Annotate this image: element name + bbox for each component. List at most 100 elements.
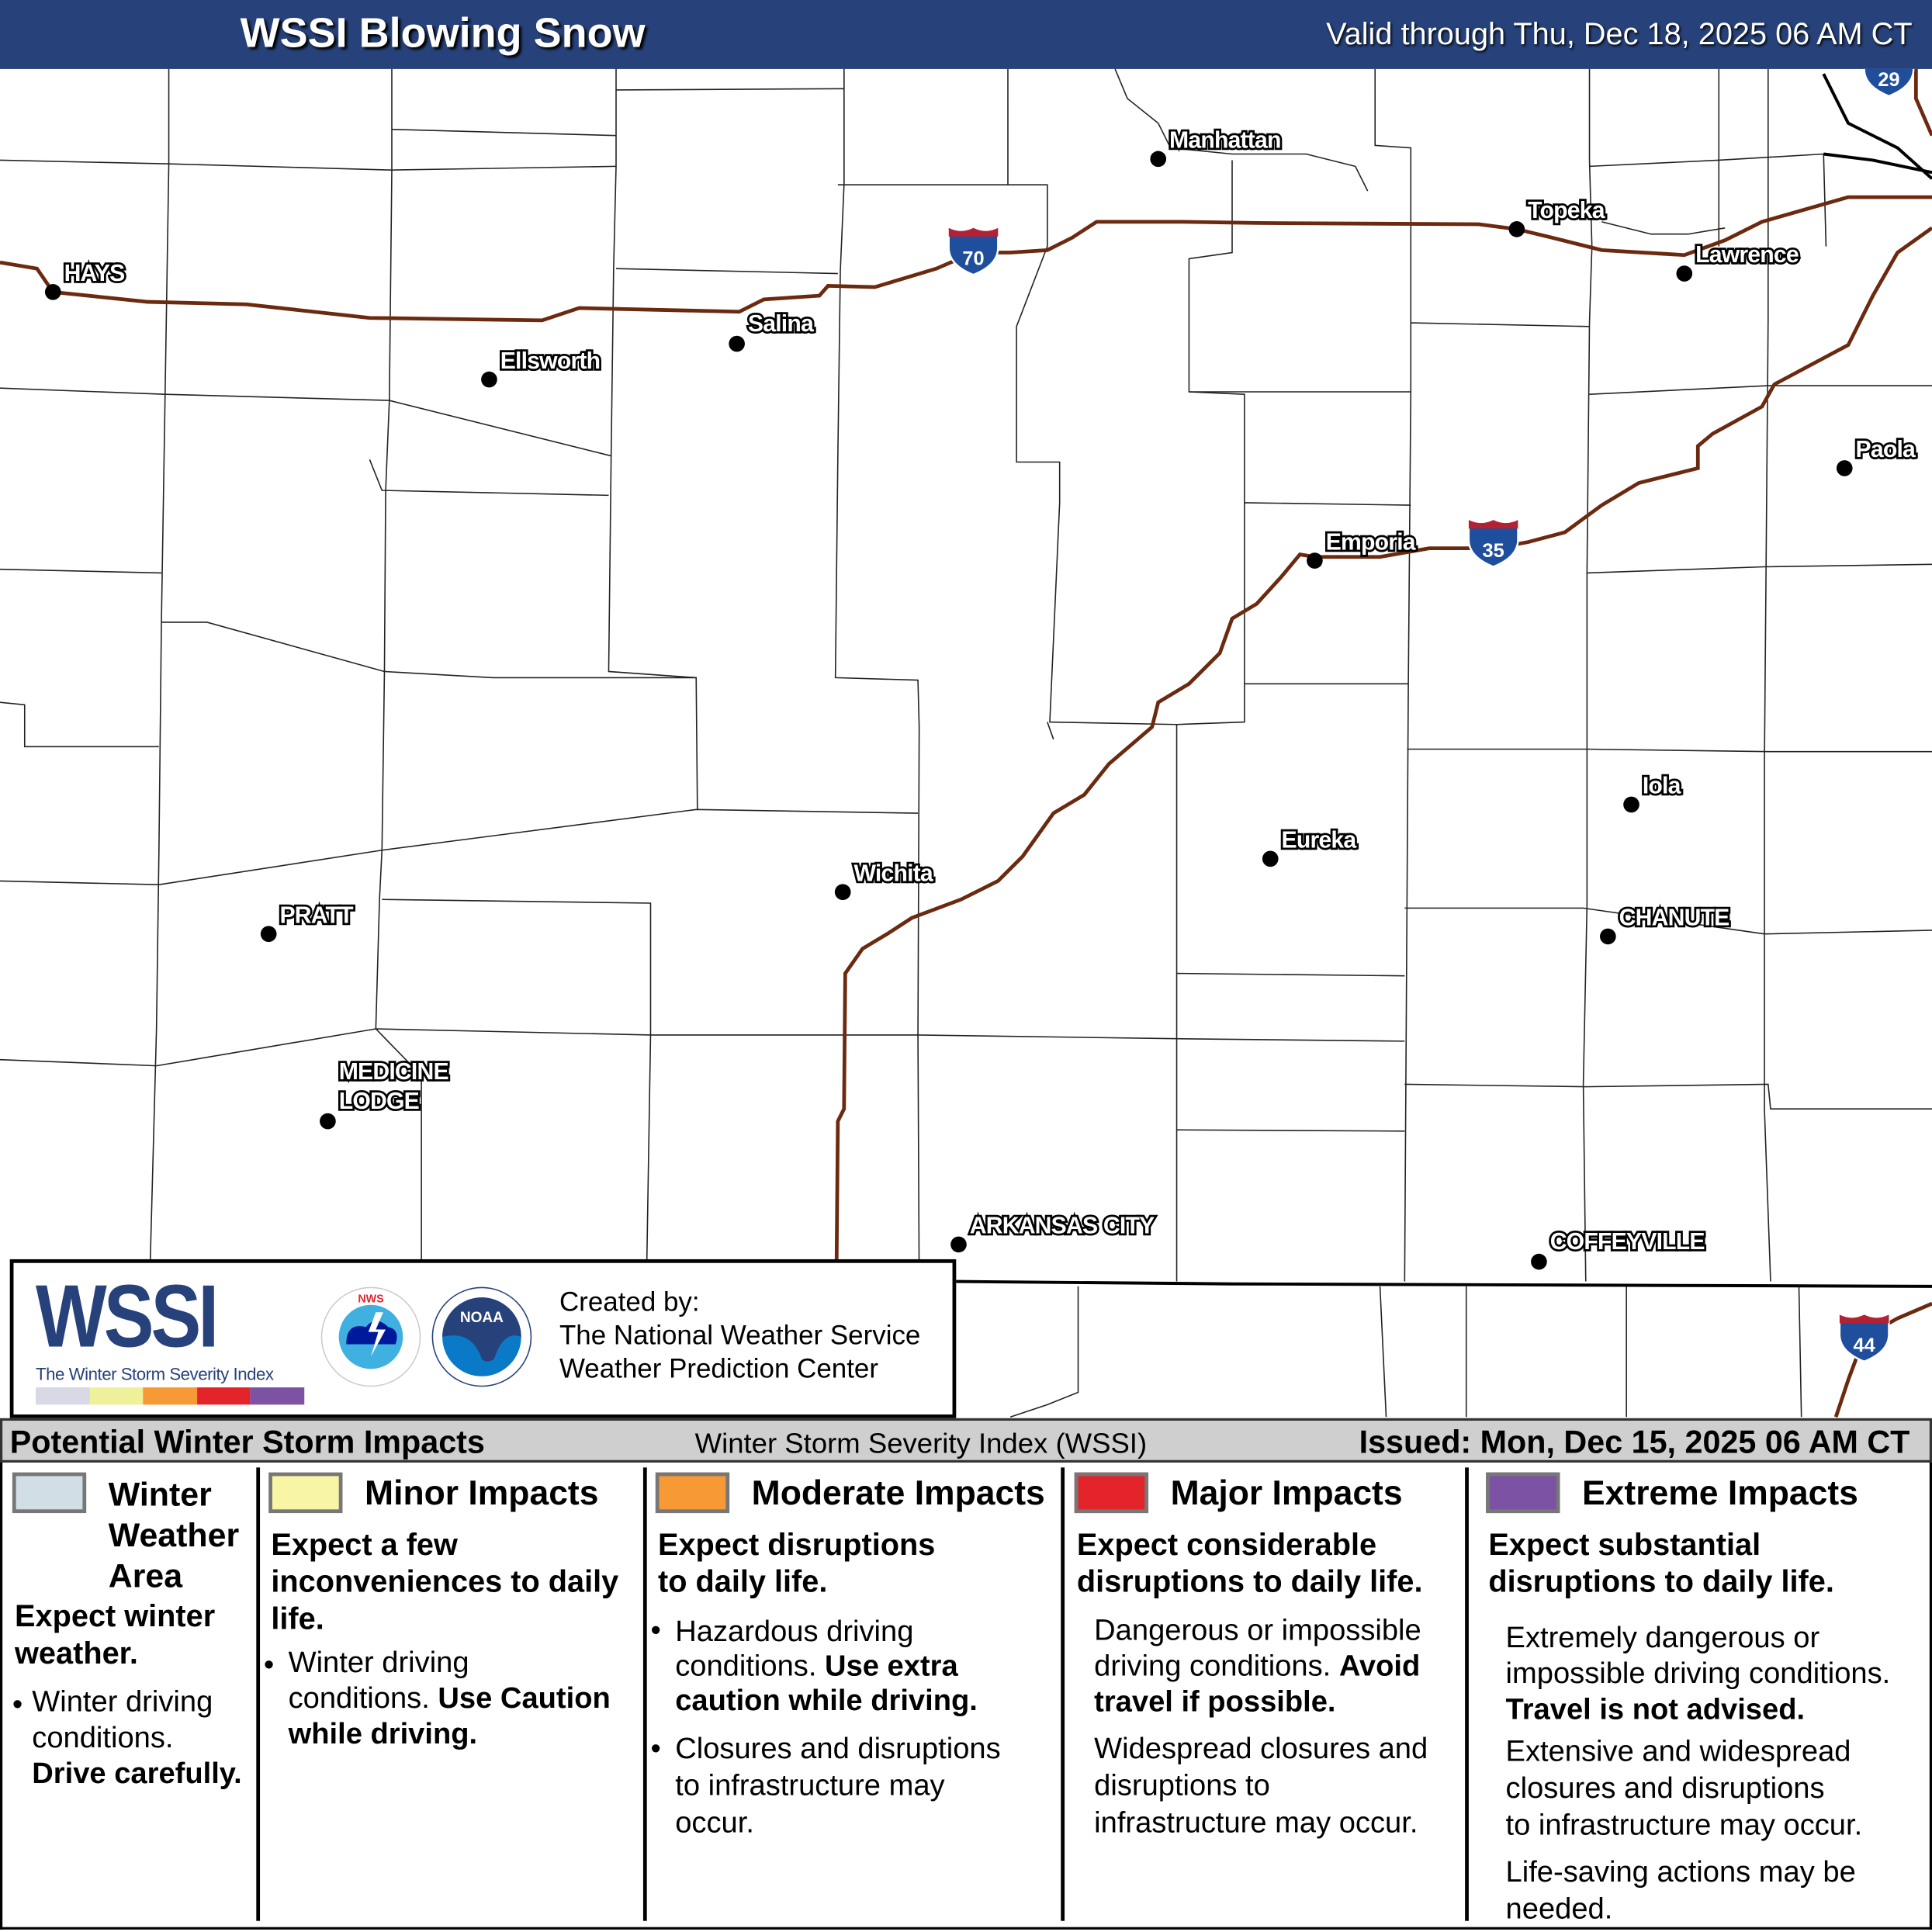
county-line: [1374, 68, 1412, 1282]
city-label: CHANUTE: [1619, 905, 1729, 931]
title-line: Area: [108, 1557, 183, 1594]
interstate-35-shield-icon: 35: [1467, 518, 1519, 568]
nws-logo: NWS: [320, 1286, 421, 1387]
city-label: LODGE: [339, 1089, 419, 1114]
divider: [1061, 1467, 1065, 1921]
text-line: to daily life.: [657, 1564, 828, 1600]
credit-org-wpc: Weather Prediction Center: [559, 1352, 879, 1384]
city-dot-icon: [1262, 850, 1279, 867]
interstate-route: [1913, 68, 1932, 137]
text-span: Use Caution: [438, 1681, 611, 1716]
text-line: Closures and disruptions: [675, 1732, 1001, 1766]
city-markers: HAYS Ellsworth Salina Manhattan Topeka Lawren…: [44, 126, 1919, 1270]
county-line: [1047, 722, 1054, 740]
county-line: [149, 68, 170, 1259]
county-line: [834, 68, 920, 1282]
text-line: Widespread closures and: [1094, 1732, 1428, 1766]
legend-subtitle: Expect disruptions to daily life.: [658, 1527, 935, 1601]
city-label: Wichita: [853, 860, 933, 886]
legend-header-bar: Potential Winter Storm Impacts Winter St…: [0, 1418, 1932, 1463]
text-line: Expect winter: [15, 1599, 216, 1634]
wssi-logo-text: WSSI: [36, 1268, 219, 1367]
text-line: occur.: [675, 1806, 754, 1840]
noaa-logo-text: NOAA: [460, 1310, 504, 1326]
text-line: disruptions to daily life.: [1076, 1564, 1423, 1600]
legend-title-moderate: Moderate Impacts: [751, 1473, 1045, 1512]
legend-col-extreme: Extreme Impacts Expect substantial disrup…: [1471, 1463, 1927, 1928]
text-span: driving conditions.: [1094, 1650, 1331, 1684]
text-span: Avoid: [1338, 1650, 1421, 1684]
divider: [1465, 1467, 1469, 1921]
county-line: [1404, 1083, 1932, 1110]
county-line: [0, 701, 159, 748]
city-dot-icon: [834, 884, 851, 901]
city-label: Topeka: [1528, 198, 1605, 223]
noaa-logo: NOAA: [431, 1286, 532, 1387]
text-line: Dangerous or impossible: [1094, 1614, 1421, 1648]
county-line: [1587, 563, 1932, 574]
legend-bullet-text: Hazardous driving conditions. Use extra ca…: [675, 1615, 978, 1719]
text-line: life.: [271, 1601, 324, 1636]
bullet: •: [263, 1648, 275, 1682]
city-label: ARKANSAS CITY: [970, 1214, 1155, 1239]
legend-bullet-text: Closures and disruptions to infrastructur…: [675, 1731, 1000, 1842]
text-line: Winter driving: [288, 1646, 469, 1680]
legend-bullet-text: Winter driving conditions. Use Caution whi…: [289, 1645, 611, 1752]
text-line: disruptions to daily life.: [1488, 1564, 1834, 1600]
scale-swatch: [143, 1387, 197, 1405]
city-dot-icon: [1836, 460, 1853, 476]
legend-paragraph: Life-saving actions may be needed.: [1506, 1854, 1856, 1928]
wssi-logo-subtitle: The Winter Storm Severity Index: [36, 1363, 274, 1384]
state-border: [948, 73, 1932, 1288]
city-dot-icon: [260, 926, 277, 943]
text-line: to infrastructure may: [675, 1769, 945, 1803]
credits-box: WSSI The Winter Storm Severity Index NWS…: [9, 1259, 957, 1418]
county-line: [1764, 68, 1771, 1282]
legend-paragraph: Dangerous or impossible driving condition…: [1094, 1613, 1421, 1720]
impact-legend: Winter Weather Area Expect winter weather…: [0, 1462, 1932, 1930]
county-line: [1379, 1286, 1387, 1418]
legend-paragraph: Extensive and widespread closures and dis…: [1506, 1733, 1863, 1844]
bullet: •: [650, 1732, 661, 1766]
scale-swatch: [89, 1387, 144, 1405]
swatch-extreme: [1486, 1472, 1560, 1514]
city-label: Eureka: [1282, 828, 1357, 853]
divider: [256, 1467, 261, 1921]
county-line: [0, 808, 919, 885]
bullet: •: [12, 1688, 23, 1722]
county-line: [375, 68, 422, 1259]
interstate-44-shield-icon: 44: [1838, 1313, 1890, 1363]
swatch-minor: [268, 1472, 343, 1514]
legend-subtitle: Expect a few inconveniences to daily life.: [271, 1527, 618, 1638]
text-line: travel if possible.: [1094, 1685, 1336, 1719]
county-line: [0, 568, 162, 574]
title-line: Winter: [108, 1476, 212, 1514]
county-line: [1582, 68, 1593, 1282]
city-dot-icon: [44, 284, 61, 300]
text-line: Expect substantial: [1488, 1528, 1761, 1563]
legend-bullet-text: Winter driving conditions. Drive carefully…: [32, 1684, 241, 1792]
text-line: impossible driving conditions.: [1505, 1657, 1891, 1691]
county-line: [1798, 1286, 1802, 1418]
city-label: PRATT: [279, 902, 354, 928]
text-line: weather.: [15, 1636, 138, 1671]
page-title: WSSI Blowing Snow: [240, 9, 646, 57]
legend-subtitle: Expect winter weather.: [15, 1598, 215, 1672]
swatch-major: [1074, 1472, 1149, 1514]
created-by-label: Created by:: [559, 1286, 700, 1317]
interstate-29-shield-icon: 29: [1863, 68, 1915, 98]
county-line: [615, 268, 838, 275]
shield-number: 44: [1854, 1335, 1875, 1356]
legend-title-major: Major Impacts: [1170, 1473, 1403, 1512]
county-line: [616, 88, 844, 91]
city-dot-icon: [950, 1236, 967, 1253]
scale-swatch: [250, 1387, 305, 1405]
city-dot-icon: [1531, 1253, 1547, 1270]
city-dot-icon: [1150, 151, 1167, 168]
city-dot-icon: [1676, 265, 1693, 282]
text-line: Hazardous driving: [675, 1615, 914, 1649]
text-span: conditions.: [288, 1681, 430, 1716]
text-line: Travel is not advised.: [1505, 1692, 1806, 1726]
text-line: needed.: [1505, 1892, 1613, 1927]
header-bar: WSSI Blowing Snow Valid through Thu, Dec…: [0, 0, 1932, 69]
